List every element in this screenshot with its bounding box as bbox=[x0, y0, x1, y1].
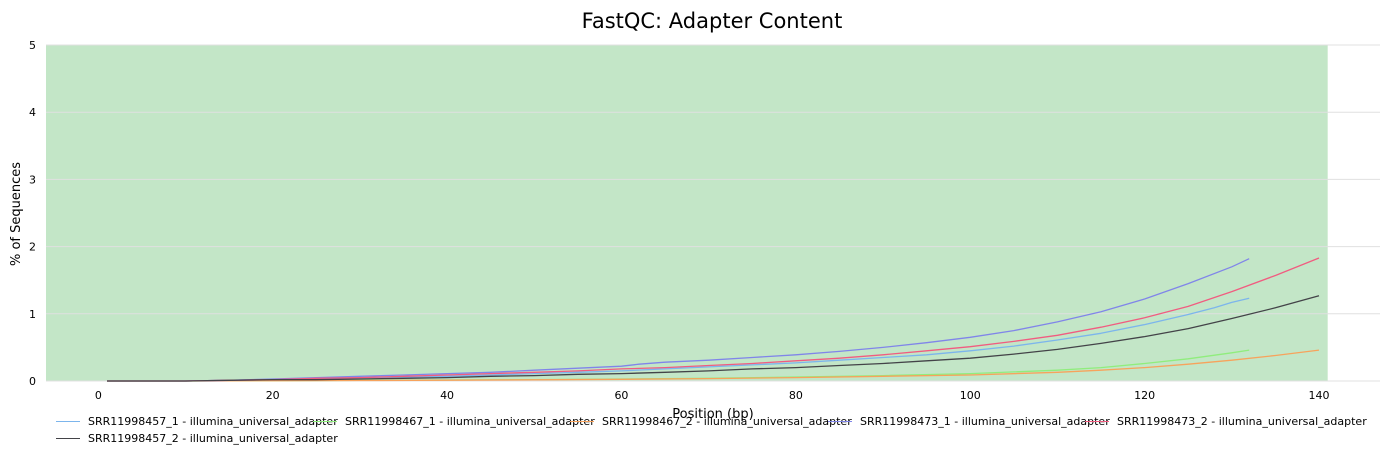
legend-label: SRR11998473_2 - illumina_universal_adapt… bbox=[1117, 415, 1367, 428]
legend-item-srr11998473-1[interactable]: SRR11998473_1 - illumina_universal_adapt… bbox=[828, 415, 1110, 428]
series-lines bbox=[107, 257, 1320, 382]
legend-label: SRR11998457_1 - illumina_universal_adapt… bbox=[88, 415, 338, 428]
legend-row: SRR11998457_2 - illumina_universal_adapt… bbox=[56, 432, 1376, 449]
y-axis-label: % of Sequences bbox=[9, 162, 24, 266]
y-tick-label: 5 bbox=[29, 39, 36, 52]
legend-label: SRR11998457_2 - illumina_universal_adapt… bbox=[88, 432, 338, 445]
x-tick-label: 100 bbox=[960, 389, 981, 402]
chart-legend: SRR11998457_1 - illumina_universal_adapt… bbox=[56, 415, 1376, 449]
x-axis-ticks: 0 20 40 60 80 100 120 140 bbox=[95, 389, 1330, 402]
chart-title: FastQC: Adapter Content bbox=[582, 9, 843, 33]
x-axis-label: Position (bp) bbox=[672, 407, 753, 422]
x-tick-label: 60 bbox=[614, 389, 628, 402]
legend-row: SRR11998457_1 - illumina_universal_adapt… bbox=[56, 415, 1376, 432]
y-tick-label: 1 bbox=[29, 308, 36, 321]
series-line-5 bbox=[107, 295, 1320, 382]
x-tick-label: 140 bbox=[1308, 389, 1329, 402]
series-line-2 bbox=[107, 349, 1320, 382]
legend-swatch bbox=[828, 421, 852, 422]
pass-zone-band bbox=[46, 45, 1328, 381]
legend-item-srr11998457-2[interactable]: SRR11998457_2 - illumina_universal_adapt… bbox=[56, 432, 338, 445]
legend-item-srr11998457-1[interactable]: SRR11998457_1 - illumina_universal_adapt… bbox=[56, 415, 338, 428]
x-tick-label: 120 bbox=[1134, 389, 1155, 402]
legend-label: SRR11998473_1 - illumina_universal_adapt… bbox=[860, 415, 1110, 428]
y-axis-ticks: 0 1 2 3 4 5 bbox=[29, 39, 36, 388]
legend-swatch bbox=[1085, 421, 1109, 422]
y-tick-label: 4 bbox=[29, 106, 36, 119]
grid-lines bbox=[46, 44, 1380, 382]
legend-label: SRR11998467_2 - illumina_universal_adapt… bbox=[602, 415, 852, 428]
y-tick-label: 3 bbox=[29, 173, 36, 186]
x-tick-label: 40 bbox=[440, 389, 454, 402]
legend-item-srr11998467-2[interactable]: SRR11998467_2 - illumina_universal_adapt… bbox=[570, 415, 852, 428]
y-tick-label: 2 bbox=[29, 241, 36, 254]
legend-swatch bbox=[56, 421, 80, 422]
x-tick-label: 20 bbox=[266, 389, 280, 402]
legend-item-srr11998473-2[interactable]: SRR11998473_2 - illumina_universal_adapt… bbox=[1085, 415, 1367, 428]
y-tick-label: 0 bbox=[29, 375, 36, 388]
legend-item-srr11998467-1[interactable]: SRR11998467_1 - illumina_universal_adapt… bbox=[313, 415, 595, 428]
series-line-3 bbox=[107, 258, 1250, 382]
x-tick-label: 80 bbox=[789, 389, 803, 402]
x-tick-label: 0 bbox=[95, 389, 102, 402]
legend-swatch bbox=[56, 438, 80, 439]
legend-label: SRR11998467_1 - illumina_universal_adapt… bbox=[345, 415, 595, 428]
legend-swatch bbox=[570, 421, 594, 422]
series-line-4 bbox=[107, 257, 1320, 382]
legend-swatch bbox=[313, 421, 337, 422]
